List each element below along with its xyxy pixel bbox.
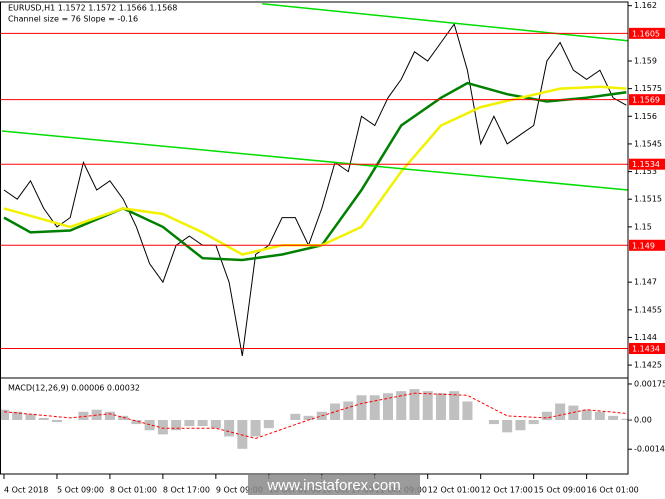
- x-tick-label: 12 Oct 17:00: [481, 486, 533, 495]
- macd-bar: [38, 417, 49, 420]
- level-label: 1.1534: [632, 160, 660, 169]
- macd-bar: [12, 411, 23, 420]
- y-tick-label: 0.00: [634, 415, 652, 424]
- macd-bar: [581, 409, 592, 420]
- level-label: 1.1569: [632, 96, 660, 105]
- x-tick-label: 16 Oct 01:00: [587, 486, 639, 495]
- macd-bar: [330, 403, 341, 420]
- macd-bar: [131, 419, 142, 425]
- y-tick-label: 1.1425: [634, 361, 662, 370]
- y-tick-label: 1.1515: [634, 195, 662, 204]
- x-tick-label: 4 Oct 2018: [4, 486, 48, 495]
- y-tick-label: 1.162: [634, 1, 657, 10]
- macd-bar: [157, 419, 168, 435]
- macd-bar: [396, 391, 407, 420]
- macd-bar: [555, 403, 566, 420]
- y-tick-label: 1.156: [634, 112, 657, 121]
- x-tick-label: 9 Oct 09:00: [216, 486, 263, 495]
- watermark-box: [248, 475, 420, 495]
- macd-bar: [382, 393, 393, 420]
- level-label-box: [629, 94, 665, 106]
- price-line: [3, 22, 627, 356]
- macd-bar: [621, 418, 632, 420]
- macd-bar: [435, 393, 446, 420]
- macd-bar: [515, 419, 526, 431]
- macd-bar: [541, 411, 552, 420]
- price-line: [1, 130, 629, 191]
- level-label-box: [629, 343, 665, 355]
- level-label: 1.149: [632, 241, 655, 250]
- macd-bar: [369, 395, 380, 420]
- watermark: www.instaforex.com: [266, 477, 400, 494]
- macd-bar: [91, 409, 102, 420]
- macd-bar: [594, 411, 605, 420]
- x-tick-label: 12 Oct 01:00: [428, 486, 480, 495]
- macd-bar: [210, 419, 221, 429]
- macd-bar: [488, 419, 499, 425]
- level-label-box: [629, 239, 665, 251]
- macd-bar: [104, 411, 115, 420]
- macd-bar: [290, 413, 301, 420]
- level-label: 1.1605: [632, 29, 660, 38]
- macd-bar: [449, 391, 460, 420]
- x-tick-label: 8 Oct 01:00: [110, 486, 157, 495]
- y-tick-label: 1.1455: [634, 305, 662, 314]
- x-tick-label: 5 Oct 09:00: [57, 486, 104, 495]
- macd-title: MACD(12,26,9) 0.00006 0.00032: [8, 384, 140, 393]
- macd-bar: [237, 419, 248, 449]
- macd-bar: [0, 409, 9, 420]
- chart-title: EURUSD,H1 1.1572 1.1572 1.1566 1.1568: [8, 4, 177, 13]
- x-tick-label: 8 Oct 17:00: [163, 486, 210, 495]
- y-tick-label: 1.15: [634, 222, 652, 231]
- y-tick-label: -0.00142: [634, 445, 665, 454]
- macd-bar: [171, 419, 182, 431]
- y-tick-label: 1.1545: [634, 139, 662, 148]
- macd-bar: [409, 389, 420, 420]
- y-tick-label: 1.1575: [634, 84, 662, 93]
- macd-bar: [303, 415, 314, 420]
- level-label-box: [629, 27, 665, 39]
- macd-bar: [224, 419, 235, 437]
- macd-bar: [78, 411, 89, 420]
- macd-bar: [51, 419, 62, 423]
- signal-line: [3, 392, 627, 440]
- macd-bar: [608, 415, 619, 420]
- x-tick-label: 15 Oct 09:00: [534, 486, 586, 495]
- macd-bar: [250, 419, 261, 437]
- macd-bar: [118, 415, 129, 420]
- macd-bar: [263, 419, 274, 429]
- macd-bar: [343, 401, 354, 420]
- macd-bar: [528, 419, 539, 425]
- chart-subtitle: Channel size = 76 Slope = -0.16: [8, 15, 138, 24]
- macd-bar: [144, 419, 155, 431]
- y-tick-label: 0.00175: [634, 379, 665, 388]
- macd-bar: [502, 419, 513, 433]
- macd-bar: [197, 419, 208, 427]
- level-label: 1.1434: [632, 345, 660, 354]
- price-line: [262, 3, 629, 42]
- y-tick-label: 1.159: [634, 56, 657, 65]
- y-tick-label: 1.147: [634, 278, 657, 287]
- level-label-box: [629, 158, 665, 170]
- macd-bar: [184, 419, 195, 427]
- panel-frame: [0, 377, 629, 475]
- macd-bar: [462, 401, 473, 420]
- y-tick-label: 1.153: [634, 167, 657, 176]
- macd-bar: [422, 391, 433, 420]
- macd-bar: [25, 413, 36, 420]
- macd-bar: [356, 395, 367, 420]
- y-tick-label: 1.144: [634, 333, 657, 342]
- price-line: [3, 85, 627, 256]
